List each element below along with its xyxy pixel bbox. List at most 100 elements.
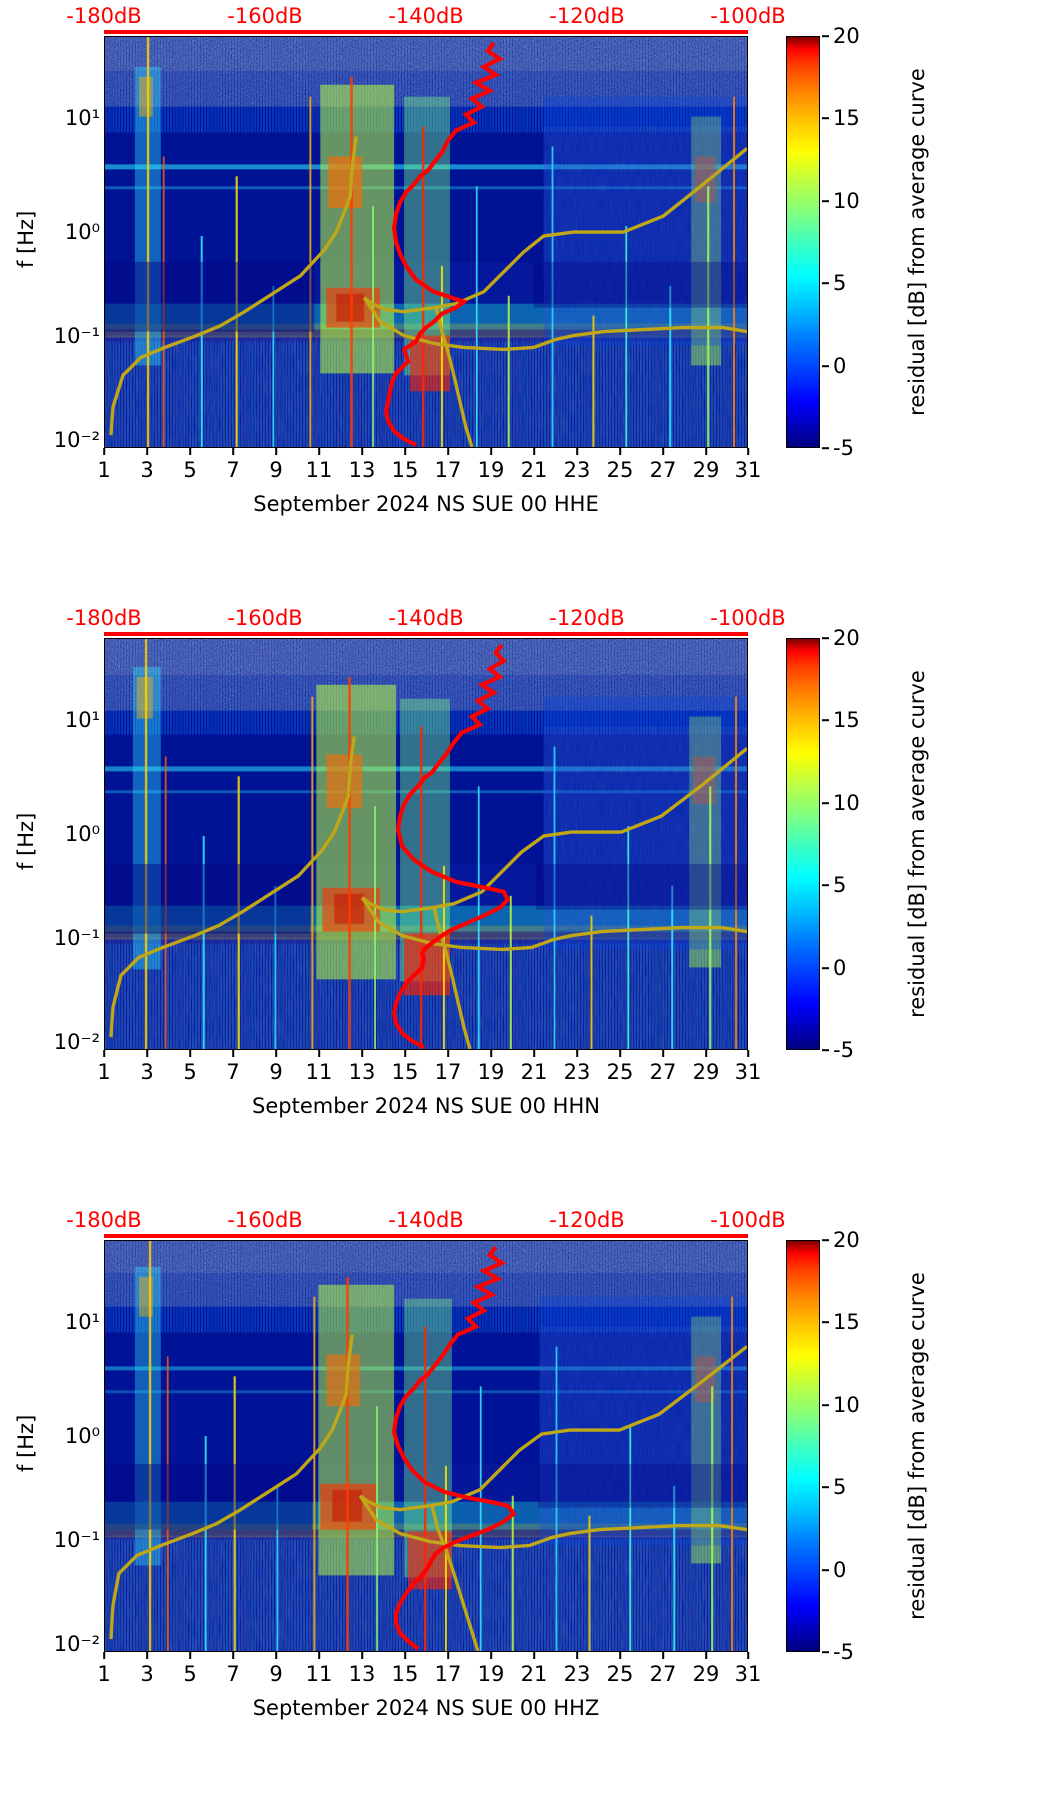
x-tick-label-1: 1 (97, 458, 111, 482)
y-tick-label-1: 10⁰ (64, 822, 100, 846)
colorbar-title-hhn: residual [dB] from average curve (905, 670, 929, 1018)
model-curve-tail (434, 307, 474, 447)
x-tick-label-25: 25 (606, 458, 634, 482)
colorbar-tick-m5: -5 (833, 1038, 854, 1062)
top-db-label-4: -100dB (710, 1208, 786, 1232)
y-tick-label-0p1: 10⁻¹ (53, 1528, 100, 1552)
psd-median-curve (391, 643, 511, 1049)
x-tick-label-7: 7 (226, 1662, 240, 1686)
spectrogram-plot-hhn (104, 638, 748, 1050)
x-tick-label-27: 27 (649, 1060, 677, 1084)
x-tick-label-13: 13 (348, 1662, 376, 1686)
x-tick-label-7: 7 (226, 458, 240, 482)
x-tick-label-19: 19 (477, 1662, 505, 1686)
top-db-label-2: -140dB (388, 1208, 464, 1232)
x-tick-label-17: 17 (434, 1060, 462, 1084)
x-tick-label-11: 11 (305, 1662, 333, 1686)
panel-hhn: -180dB -160dB -140dB -120dB -100dB 10¹ 1… (0, 602, 1052, 1192)
spectrogram-plot-hhz (104, 1240, 748, 1652)
model-curve-lower (109, 136, 358, 436)
colorbar-hhe (786, 36, 820, 448)
top-db-label-0: -180dB (66, 606, 142, 630)
top-db-label-3: -120dB (549, 4, 625, 28)
top-db-label-2: -140dB (388, 606, 464, 630)
colorbar-tick-15: 15 (833, 708, 860, 732)
top-db-label-3: -120dB (549, 1208, 625, 1232)
panel-caption-hhz: September 2024 NS SUE 00 HHZ (252, 1696, 600, 1720)
spectrogram-plot-hhe (104, 36, 748, 448)
x-tick-label-29: 29 (692, 458, 720, 482)
y-tick-label-1: 10⁰ (64, 220, 100, 244)
x-tick-label-23: 23 (563, 1662, 591, 1686)
y-tick-label-10: 10¹ (64, 106, 100, 130)
y-axis-labels: 10¹ 10⁰ 10⁻¹ 10⁻² (0, 36, 100, 452)
x-tick-label-31: 31 (734, 458, 762, 482)
model-curve-upper (359, 1345, 747, 1512)
panel-caption-hhe: September 2024 NS SUE 00 HHE (253, 492, 599, 516)
colorbar-tick-10: 10 (833, 791, 860, 815)
x-tick-label-25: 25 (606, 1060, 634, 1084)
y-tick-label-1: 10⁰ (64, 1424, 100, 1448)
colorbar-hhz (786, 1240, 820, 1652)
x-tick-label-23: 23 (563, 1060, 591, 1084)
colorbar-tick-0: 0 (833, 354, 847, 378)
psd-median-curve (391, 1245, 517, 1651)
x-tick-label-9: 9 (269, 1662, 283, 1686)
x-tick-label-9: 9 (269, 1060, 283, 1084)
colorbar-tick-m5: -5 (833, 1640, 854, 1664)
colorbar-tick-5: 5 (833, 873, 847, 897)
top-db-axis-line (104, 632, 748, 636)
y-tick-label-0p01: 10⁻² (53, 428, 100, 452)
x-tick-label-3: 3 (140, 1662, 154, 1686)
x-tick-label-15: 15 (391, 1060, 419, 1084)
colorbar-tick-5: 5 (833, 1475, 847, 1499)
x-tick-label-19: 19 (477, 458, 505, 482)
colorbar-tick-15: 15 (833, 106, 860, 130)
panel-hhz: -180dB -160dB -140dB -120dB -100dB 10¹ 1… (0, 1204, 1052, 1794)
x-tick-label-5: 5 (183, 1662, 197, 1686)
spectrogram-image (105, 1241, 747, 1651)
x-tick-label-17: 17 (434, 1662, 462, 1686)
colorbar-tick-5: 5 (833, 271, 847, 295)
colorbar-tick-20: 20 (833, 626, 860, 650)
x-tick-label-11: 11 (305, 1060, 333, 1084)
colorbar-tick-10: 10 (833, 1393, 860, 1417)
x-tick-label-1: 1 (97, 1060, 111, 1084)
model-curve-branch (358, 1494, 747, 1550)
y-tick-label-10: 10¹ (64, 708, 100, 732)
psd-median-curve (383, 41, 504, 447)
top-db-label-0: -180dB (66, 4, 142, 28)
model-curve-upper (361, 747, 747, 914)
x-tick-label-21: 21 (520, 1060, 548, 1084)
model-curve-tail (430, 1505, 480, 1651)
top-db-label-1: -160dB (227, 4, 303, 28)
x-tick-label-9: 9 (269, 458, 283, 482)
x-tick-label-11: 11 (305, 458, 333, 482)
x-tick-label-13: 13 (348, 458, 376, 482)
top-db-label-4: -100dB (710, 606, 786, 630)
y-tick-label-0p1: 10⁻¹ (53, 324, 100, 348)
x-tick-label-21: 21 (520, 458, 548, 482)
colorbar-tick-m5: -5 (833, 436, 854, 460)
x-tick-label-3: 3 (140, 458, 154, 482)
top-db-label-0: -180dB (66, 1208, 142, 1232)
x-tick-label-27: 27 (649, 1662, 677, 1686)
y-tick-label-0p01: 10⁻² (53, 1632, 100, 1656)
y-axis-title: f [Hz] (14, 812, 38, 870)
colorbar-tick-20: 20 (833, 24, 860, 48)
spectrogram-image (105, 639, 747, 1049)
x-tick-label-25: 25 (606, 1662, 634, 1686)
x-tick-label-23: 23 (563, 458, 591, 482)
x-tick-label-29: 29 (692, 1060, 720, 1084)
top-db-label-1: -160dB (227, 606, 303, 630)
x-tick-label-19: 19 (477, 1060, 505, 1084)
top-db-axis-line (104, 30, 748, 34)
colorbar-tick-15: 15 (833, 1310, 860, 1334)
colorbar-hhn (786, 638, 820, 1050)
y-tick-label-0p01: 10⁻² (53, 1030, 100, 1054)
panel-hhe: -180dB -160dB -140dB -120dB -100dB 10¹ 1… (0, 0, 1052, 590)
colorbar-tick-10: 10 (833, 189, 860, 213)
top-db-label-2: -140dB (388, 4, 464, 28)
x-tick-label-13: 13 (348, 1060, 376, 1084)
